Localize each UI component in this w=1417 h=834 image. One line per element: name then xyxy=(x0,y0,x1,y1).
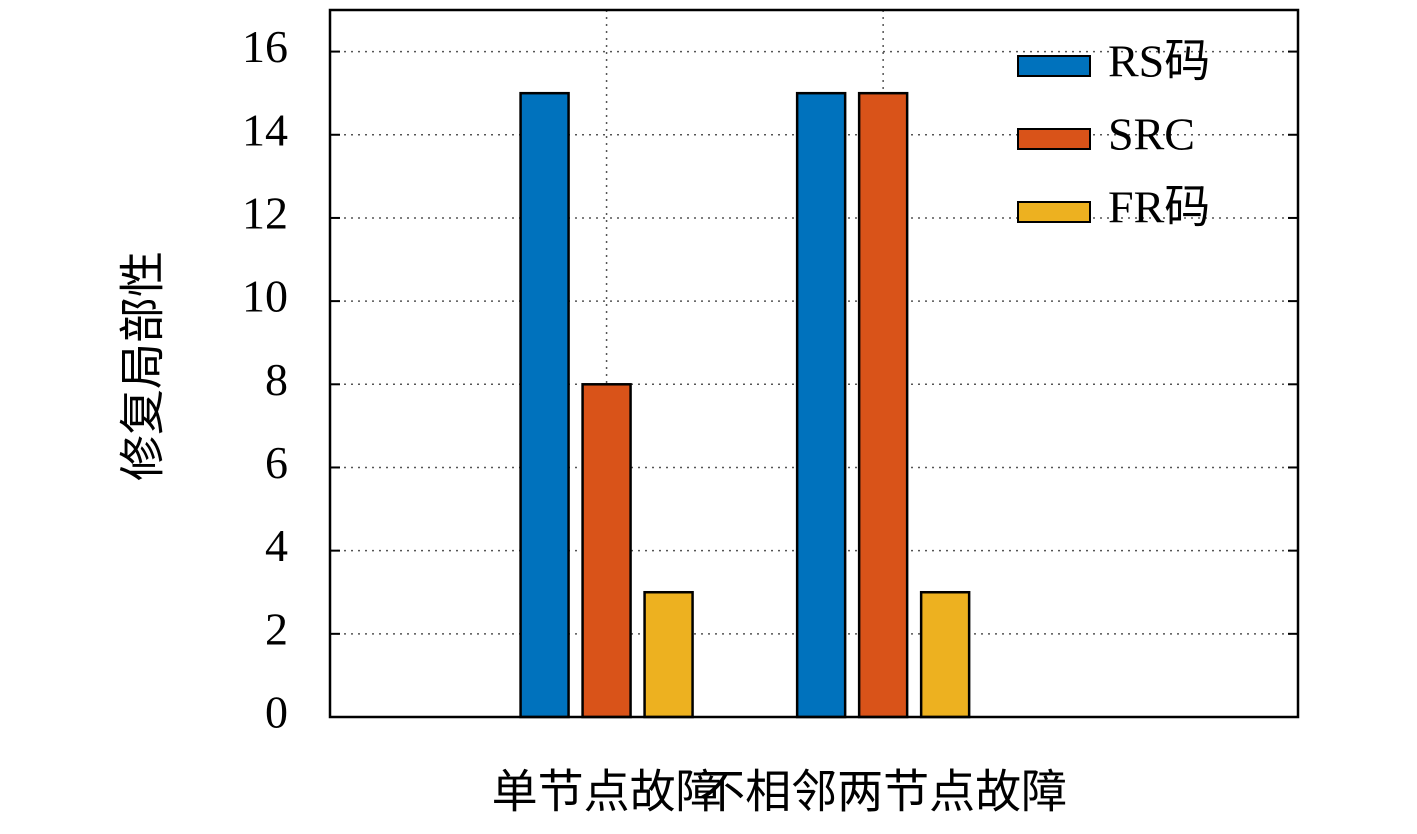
legend-label: RS码 xyxy=(1108,36,1210,87)
y-tick-label: 2 xyxy=(265,603,288,654)
y-tick-label: 6 xyxy=(265,437,288,488)
axes-box xyxy=(328,8,1300,719)
y-tick-label: 8 xyxy=(265,354,288,405)
bar xyxy=(643,590,694,719)
y-tick-label: 16 xyxy=(242,21,288,72)
bar xyxy=(581,383,632,719)
x-tick-label: 单节点故障 xyxy=(492,767,722,818)
y-tick-label: 0 xyxy=(265,687,288,738)
y-tick-label: 12 xyxy=(242,188,288,239)
bar xyxy=(519,91,570,719)
y-tick-label: 14 xyxy=(242,104,288,155)
x-tick-label: 不相邻两节点故障 xyxy=(699,767,1067,818)
bar xyxy=(919,590,971,719)
legend-swatch xyxy=(1017,201,1091,223)
bar xyxy=(795,91,847,719)
legend-label: FR码 xyxy=(1108,182,1210,233)
legend-label: SRC xyxy=(1108,109,1195,160)
legend-swatch xyxy=(1017,55,1091,77)
bar xyxy=(857,91,909,719)
y-tick-label: 10 xyxy=(242,271,288,322)
y-tick-label: 4 xyxy=(265,520,288,571)
y-axis-label: 修复局部性 xyxy=(118,251,169,481)
legend-swatch xyxy=(1017,128,1091,150)
